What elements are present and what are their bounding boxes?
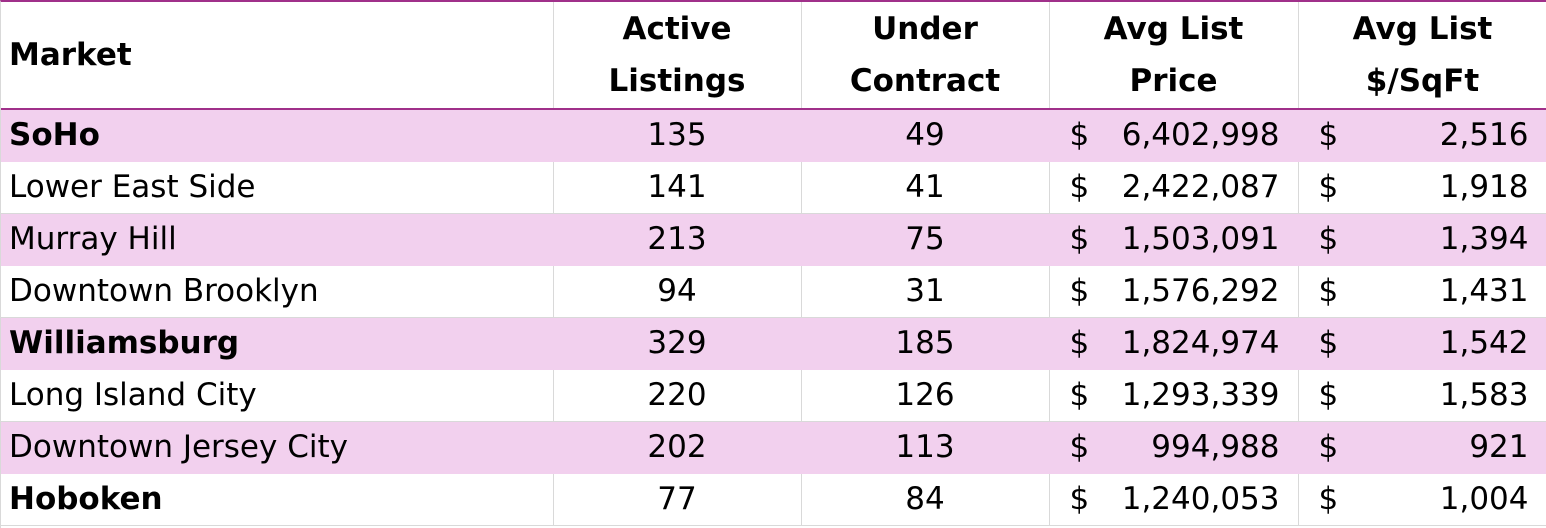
cell-market[interactable]: SoHo xyxy=(1,109,554,162)
currency-symbol: $ xyxy=(1069,325,1090,361)
cell-active-listings[interactable]: 213 xyxy=(553,213,802,266)
cell-avg-list-price[interactable]: $ 994,988 xyxy=(1049,421,1299,474)
price-amount: 1,240,053 xyxy=(1121,481,1280,517)
cell-market[interactable]: Downtown Brooklyn xyxy=(1,265,554,318)
cell-avg-list-sqft[interactable]: $ 1,394 xyxy=(1298,213,1546,266)
cell-active-listings[interactable]: 94 xyxy=(553,265,802,318)
cell-avg-list-sqft[interactable]: $ 1,583 xyxy=(1298,369,1546,422)
cell-avg-list-price[interactable]: $ 1,240,053 xyxy=(1049,473,1299,526)
cell-under-contract[interactable]: 31 xyxy=(801,265,1050,318)
cell-market[interactable]: Hoboken xyxy=(1,473,554,526)
sqft-amount: 1,918 xyxy=(1439,169,1529,205)
cell-market[interactable]: Williamsburg xyxy=(1,317,554,370)
currency-symbol: $ xyxy=(1069,169,1090,205)
table-row: Lower East Side 141 41 $ 2,422,087 $ 1,9… xyxy=(1,161,1546,214)
cell-market[interactable]: Downtown Jersey City xyxy=(1,421,554,474)
price-amount: 1,824,974 xyxy=(1121,325,1280,361)
currency-symbol: $ xyxy=(1318,377,1339,413)
cell-avg-list-price[interactable]: $ 1,503,091 xyxy=(1049,213,1299,266)
header-active-line1: Active xyxy=(622,11,732,47)
sqft-amount: 1,004 xyxy=(1439,481,1529,517)
cell-active-listings[interactable]: 220 xyxy=(553,369,802,422)
sqft-amount: 1,431 xyxy=(1439,273,1529,309)
currency-symbol: $ xyxy=(1318,221,1339,257)
price-amount: 2,422,087 xyxy=(1121,169,1280,205)
header-sqft-line1: Avg List xyxy=(1352,11,1493,47)
sqft-amount: 921 xyxy=(1469,429,1529,465)
sqft-amount: 2,516 xyxy=(1439,117,1529,154)
cell-under-contract[interactable]: 41 xyxy=(801,161,1050,214)
cell-active-listings[interactable]: 141 xyxy=(553,161,802,214)
table-row: Williamsburg 329 185 $ 1,824,974 $ 1,542 xyxy=(1,317,1546,370)
cell-under-contract[interactable]: 113 xyxy=(801,421,1050,474)
header-price-line1: Avg List xyxy=(1103,11,1244,47)
header-sqft-line2: $/SqFt xyxy=(1365,63,1480,99)
cell-avg-list-sqft[interactable]: $ 1,431 xyxy=(1298,265,1546,318)
currency-symbol: $ xyxy=(1318,169,1339,205)
cell-active-listings[interactable]: 77 xyxy=(553,473,802,526)
currency-symbol: $ xyxy=(1069,481,1090,517)
header-under-line1: Under xyxy=(872,11,978,47)
cell-avg-list-price[interactable]: $ 6,402,998 xyxy=(1049,109,1299,162)
header-active-listings[interactable]: Active Listings xyxy=(553,2,802,110)
cell-avg-list-price[interactable]: $ 1,293,339 xyxy=(1049,369,1299,422)
header-market[interactable]: Market xyxy=(1,2,554,110)
cell-under-contract[interactable]: 84 xyxy=(801,473,1050,526)
cell-under-contract[interactable]: 126 xyxy=(801,369,1050,422)
currency-symbol: $ xyxy=(1318,325,1339,361)
table-row: Downtown Jersey City 202 113 $ 994,988 $… xyxy=(1,421,1546,474)
cell-avg-list-sqft[interactable]: $ 921 xyxy=(1298,421,1546,474)
cell-under-contract[interactable]: 75 xyxy=(801,213,1050,266)
header-active-line2: Listings xyxy=(608,63,746,99)
cell-avg-list-sqft[interactable]: $ 2,516 xyxy=(1298,109,1546,162)
price-amount: 1,576,292 xyxy=(1121,273,1280,309)
currency-symbol: $ xyxy=(1069,221,1090,257)
header-market-label: Market xyxy=(9,37,132,73)
header-avg-list-price[interactable]: Avg List Price xyxy=(1049,2,1299,110)
currency-symbol: $ xyxy=(1318,273,1339,309)
header-price-line2: Price xyxy=(1129,63,1218,99)
currency-symbol: $ xyxy=(1069,117,1090,154)
cell-market[interactable]: Lower East Side xyxy=(1,161,554,214)
sqft-amount: 1,542 xyxy=(1439,325,1529,361)
sqft-amount: 1,394 xyxy=(1439,221,1529,257)
table-body: SoHo 135 49 $ 6,402,998 $ 2,516 Lower Ea… xyxy=(1,109,1546,526)
header-under-contract[interactable]: Under Contract xyxy=(801,2,1050,110)
currency-symbol: $ xyxy=(1069,273,1090,309)
currency-symbol: $ xyxy=(1318,117,1339,154)
table-row: SoHo 135 49 $ 6,402,998 $ 2,516 xyxy=(1,109,1546,162)
header-row: Market Active Listings Under Contract Av… xyxy=(1,2,1546,110)
currency-symbol: $ xyxy=(1318,429,1339,465)
cell-active-listings[interactable]: 135 xyxy=(553,109,802,162)
header-under-line2: Contract xyxy=(849,63,1001,99)
cell-market[interactable]: Murray Hill xyxy=(1,213,554,266)
header-avg-list-sqft[interactable]: Avg List $/SqFt xyxy=(1298,2,1546,110)
price-amount: 1,293,339 xyxy=(1121,377,1280,413)
cell-market[interactable]: Long Island City xyxy=(1,369,554,422)
table-row: Downtown Brooklyn 94 31 $ 1,576,292 $ 1,… xyxy=(1,265,1546,318)
currency-symbol: $ xyxy=(1318,481,1339,517)
table-row: Long Island City 220 126 $ 1,293,339 $ 1… xyxy=(1,369,1546,422)
cell-avg-list-price[interactable]: $ 1,576,292 xyxy=(1049,265,1299,318)
table-row: Hoboken 77 84 $ 1,240,053 $ 1,004 xyxy=(1,473,1546,526)
cell-active-listings[interactable]: 202 xyxy=(553,421,802,474)
cell-active-listings[interactable]: 329 xyxy=(553,317,802,370)
sqft-amount: 1,583 xyxy=(1439,377,1529,413)
cell-under-contract[interactable]: 49 xyxy=(801,109,1050,162)
currency-symbol: $ xyxy=(1069,429,1090,465)
cell-avg-list-sqft[interactable]: $ 1,004 xyxy=(1298,473,1546,526)
cell-avg-list-sqft[interactable]: $ 1,918 xyxy=(1298,161,1546,214)
currency-symbol: $ xyxy=(1069,377,1090,413)
cell-avg-list-price[interactable]: $ 1,824,974 xyxy=(1049,317,1299,370)
price-amount: 6,402,998 xyxy=(1121,117,1280,154)
table-row: Murray Hill 213 75 $ 1,503,091 $ 1,394 xyxy=(1,213,1546,266)
price-amount: 994,988 xyxy=(1151,429,1280,465)
cell-under-contract[interactable]: 185 xyxy=(801,317,1050,370)
price-amount: 1,503,091 xyxy=(1121,221,1280,257)
cell-avg-list-price[interactable]: $ 2,422,087 xyxy=(1049,161,1299,214)
cell-avg-list-sqft[interactable]: $ 1,542 xyxy=(1298,317,1546,370)
